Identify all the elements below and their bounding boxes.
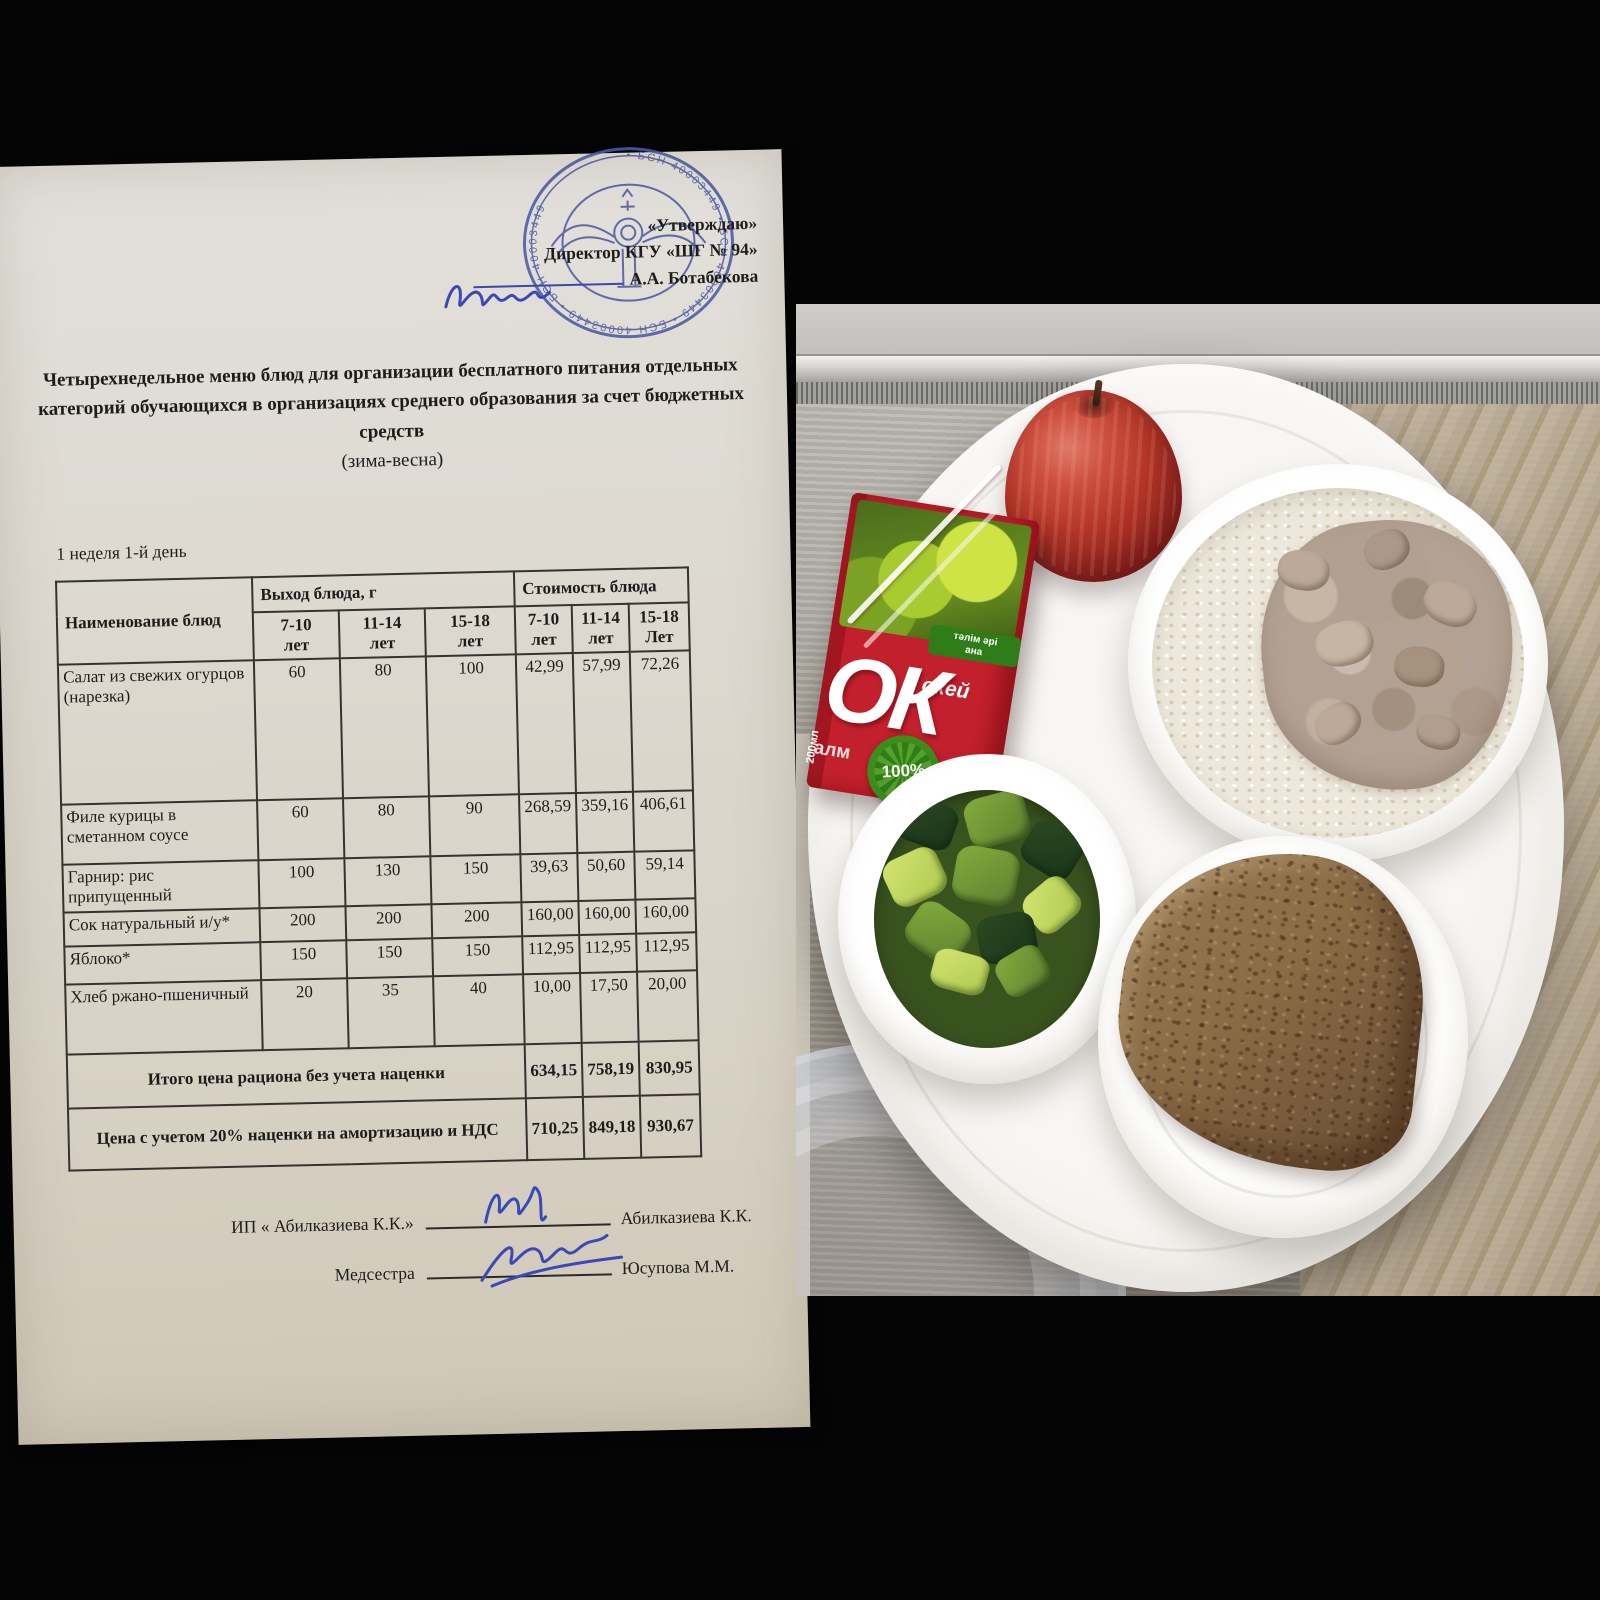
col-header-output: Выход блюда, г <box>251 571 515 613</box>
age-col: 15-18 Лет <box>628 602 690 652</box>
dish-name: Гарнир: рис припущенный <box>62 860 260 913</box>
dish-name: Хлеб ржано-пшеничный <box>65 980 263 1055</box>
meat-piece <box>1311 615 1379 672</box>
apple-skin-streaks <box>1011 396 1176 576</box>
salad-bowl <box>838 754 1136 1084</box>
meal-photo: тәлім әрі ана окей ОК алм 100% 200мл <box>796 304 1600 1296</box>
signature-line <box>426 1233 623 1288</box>
dish-name: Салат из свежих огурцов (нарезка) <box>57 660 258 805</box>
meat-piece <box>1417 574 1484 635</box>
signature-block: ИП « Абилказиева К.К.» Абилказиева К.К. … <box>13 1186 807 1309</box>
official-stamp: • БСН 40003449 • БСН 40003449 • БСН 4000… <box>522 147 734 339</box>
cucumber-piece <box>878 842 952 912</box>
col-header-name: Наименование блюд <box>56 577 254 665</box>
tray-rim <box>850 410 1522 1252</box>
meat-piece <box>1275 545 1334 594</box>
meat-piece <box>1358 521 1417 577</box>
signature-row-nurse: Медсестра Юсупова М.М. <box>14 1233 807 1293</box>
cucumber-salad <box>874 790 1100 1048</box>
age-col: 15-18 лет <box>424 606 516 657</box>
wall-background <box>796 304 1600 354</box>
signer-label: Медсестра <box>334 1262 416 1285</box>
counter-highlight <box>796 734 810 1296</box>
totals-row: Цена с учетом 20% наценки на амортизацию… <box>67 1094 702 1171</box>
emblem-icon <box>550 187 707 288</box>
cucumber-piece <box>949 842 1023 910</box>
signature-line <box>425 1186 611 1230</box>
col-header-cost: Стоимость блюда <box>513 567 689 607</box>
age-col: 11-14 лет <box>571 603 630 654</box>
brand-logo: ОК <box>817 635 949 755</box>
bread-plate <box>1098 836 1468 1238</box>
meat-piece <box>1308 693 1370 753</box>
week-day-label: 1 неделя 1-й день <box>56 540 187 564</box>
dish-name: Филе курицы в сметанном соусе <box>61 800 259 865</box>
meat-piece <box>1392 643 1447 689</box>
dish-name: Сок натуральный и/у* <box>63 908 261 947</box>
age-col: 7-10 лет <box>514 605 573 655</box>
apple <box>1005 379 1182 582</box>
signature-row-ip: ИП « Абилказиева К.К.» Абилказиева К.К. <box>13 1186 806 1243</box>
cucumber-piece <box>891 791 963 855</box>
dish-name: Яблоко* <box>64 942 262 985</box>
age-col: 7-10 лет <box>252 610 340 661</box>
age-col: 11-14 лет <box>338 608 426 659</box>
signer-label: ИП « Абилказиева К.К.» <box>230 1212 414 1237</box>
handwritten-signature <box>480 1233 623 1288</box>
director-name: А.А. Ботабекова <box>629 265 759 289</box>
handwritten-signature <box>484 1186 548 1224</box>
meat-piece <box>1413 710 1465 754</box>
menu-table: Наименование блюд Выход блюда, г Стоимос… <box>55 566 702 1171</box>
totals-label: Цена с учетом 20% наценки на амортизацию… <box>67 1098 528 1171</box>
document-title: Четырехнедельное меню блюд для организац… <box>0 349 789 485</box>
table-row: Салат из свежих огурцов (нарезка) 60 80 … <box>57 650 693 805</box>
menu-document: • БСН 40003449 • БСН 40003449 • БСН 4000… <box>0 147 811 1445</box>
rice-bowl <box>1128 464 1548 862</box>
director-signature <box>444 285 552 309</box>
